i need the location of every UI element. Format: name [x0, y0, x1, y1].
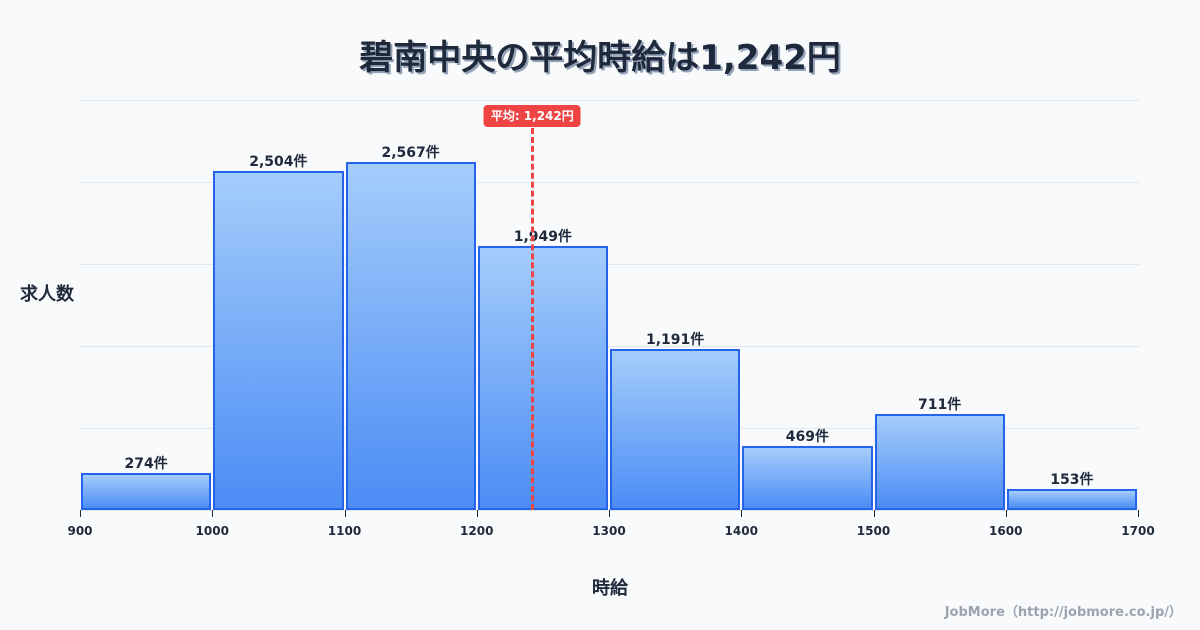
x-tick-label: 1200 [460, 524, 494, 538]
x-tick-label: 1000 [195, 524, 229, 538]
x-tick-label: 1500 [856, 524, 891, 538]
x-tick [741, 510, 743, 517]
x-tick-label: 1400 [724, 524, 758, 538]
x-tick [344, 510, 346, 517]
bar-value-label: 2,504件 [249, 153, 308, 170]
x-tick [80, 510, 81, 517]
x-tick-label: 1100 [327, 524, 362, 538]
histogram-bar [345, 162, 476, 510]
gridline [80, 510, 1140, 511]
x-tick-label: 1700 [1121, 524, 1155, 538]
x-tick-label: 1300 [592, 524, 626, 538]
x-axis-label: 時給 [592, 578, 628, 599]
chart-title: 碧南中央の平均時給は1,242円 [359, 38, 841, 78]
x-tick-label: 900 [67, 524, 93, 538]
gridline [80, 264, 1140, 265]
bar-value-label: 469件 [785, 429, 829, 446]
x-tick [212, 510, 214, 517]
bar-value-label: 153件 [1050, 472, 1094, 489]
source-credit: JobMore（http://jobmore.co.jp/） [944, 605, 1182, 620]
histogram-bar [742, 446, 873, 510]
histogram-bar [81, 472, 212, 510]
mean-line [530, 128, 534, 510]
x-tick [1005, 510, 1007, 517]
gridline [80, 346, 1140, 347]
y-axis-label: 求人数 [20, 284, 74, 305]
histogram-bar [477, 245, 608, 510]
bar-value-label: 1,191件 [645, 331, 705, 348]
histogram-bar [213, 170, 344, 510]
gridline [80, 182, 1140, 183]
bar-value-label: 274件 [124, 455, 168, 472]
histogram-bar [1006, 489, 1137, 510]
bar-value-label: 711件 [918, 396, 962, 413]
x-tick [1138, 510, 1139, 517]
bar-value-label: 2,567件 [381, 145, 440, 162]
histogram-bar [610, 348, 741, 510]
x-tick-label: 1600 [989, 524, 1023, 538]
x-tick [873, 510, 875, 517]
histogram-bar [874, 413, 1005, 510]
gridline [80, 100, 1140, 101]
x-tick [609, 510, 610, 517]
mean-badge: 平均: 1,242円 [483, 105, 581, 127]
bar-value-label: 1,949件 [513, 228, 573, 245]
x-tick [476, 510, 478, 517]
